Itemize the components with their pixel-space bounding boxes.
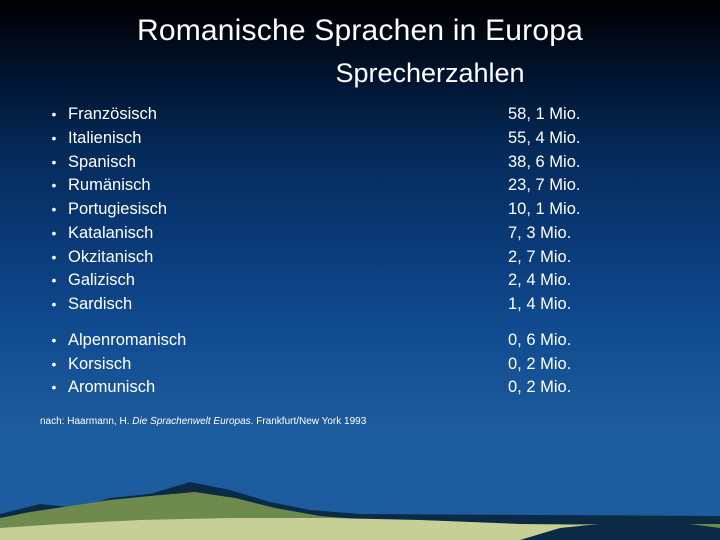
list-item: • Galizisch 2, 4 Mio. — [40, 269, 684, 293]
language-name: Rumänisch — [68, 174, 508, 198]
speaker-count: 2, 7 Mio. — [508, 246, 684, 270]
group-separator — [40, 317, 684, 329]
speaker-count: 23, 7 Mio. — [508, 174, 684, 198]
speaker-count: 2, 4 Mio. — [508, 269, 684, 293]
list-item: • Portugiesisch 10, 1 Mio. — [40, 198, 684, 222]
bullet-icon: • — [40, 294, 68, 314]
list-item: • Französisch 58, 1 Mio. — [40, 103, 684, 127]
language-name: Katalanisch — [68, 222, 508, 246]
language-name: Portugiesisch — [68, 198, 508, 222]
bullet-icon: • — [40, 330, 68, 350]
bullet-icon: • — [40, 354, 68, 374]
speaker-count: 1, 4 Mio. — [508, 293, 684, 317]
language-name: Sardisch — [68, 293, 508, 317]
bullet-icon: • — [40, 175, 68, 195]
bullet-icon: • — [40, 128, 68, 148]
language-name: Spanisch — [68, 151, 508, 175]
list-item: • Korsisch 0, 2 Mio. — [40, 353, 684, 377]
speaker-count: 55, 4 Mio. — [508, 127, 684, 151]
language-list: • Französisch 58, 1 Mio. • Italienisch 5… — [36, 103, 684, 400]
list-item: • Okzitanisch 2, 7 Mio. — [40, 246, 684, 270]
language-name: Galizisch — [68, 269, 508, 293]
bullet-icon: • — [40, 270, 68, 290]
bullet-icon: • — [40, 104, 68, 124]
bullet-icon: • — [40, 247, 68, 267]
page-subtitle: Sprecherzahlen — [176, 58, 684, 89]
slide: Romanische Sprachen in Europa Sprecherza… — [0, 0, 720, 540]
speaker-count: 10, 1 Mio. — [508, 198, 684, 222]
speaker-count: 0, 6 Mio. — [508, 329, 684, 353]
language-name: Alpenromanisch — [68, 329, 508, 353]
list-item: • Rumänisch 23, 7 Mio. — [40, 174, 684, 198]
speaker-count: 0, 2 Mio. — [508, 353, 684, 377]
list-item: • Katalanisch 7, 3 Mio. — [40, 222, 684, 246]
bullet-icon: • — [40, 377, 68, 397]
language-name: Aromunisch — [68, 376, 508, 400]
source-citation: nach: Haarmann, H. Die Sprachenwelt Euro… — [36, 416, 684, 427]
language-name: Korsisch — [68, 353, 508, 377]
speaker-count: 0, 2 Mio. — [508, 376, 684, 400]
list-item: • Aromunisch 0, 2 Mio. — [40, 376, 684, 400]
source-title: Die Sprachenwelt Europas — [132, 416, 250, 427]
bullet-icon: • — [40, 223, 68, 243]
list-item: • Spanisch 38, 6 Mio. — [40, 151, 684, 175]
speaker-count: 7, 3 Mio. — [508, 222, 684, 246]
bullet-icon: • — [40, 152, 68, 172]
landscape-decoration — [0, 454, 720, 540]
list-item: • Italienisch 55, 4 Mio. — [40, 127, 684, 151]
language-name: Französisch — [68, 103, 508, 127]
speaker-count: 38, 6 Mio. — [508, 151, 684, 175]
speaker-count: 58, 1 Mio. — [508, 103, 684, 127]
source-prefix: nach: Haarmann, H. — [40, 416, 132, 427]
bullet-icon: • — [40, 199, 68, 219]
language-name: Okzitanisch — [68, 246, 508, 270]
list-item: • Alpenromanisch 0, 6 Mio. — [40, 329, 684, 353]
page-title: Romanische Sprachen in Europa — [36, 14, 684, 48]
source-suffix: . Frankfurt/New York 1993 — [251, 416, 367, 427]
language-name: Italienisch — [68, 127, 508, 151]
list-item: • Sardisch 1, 4 Mio. — [40, 293, 684, 317]
